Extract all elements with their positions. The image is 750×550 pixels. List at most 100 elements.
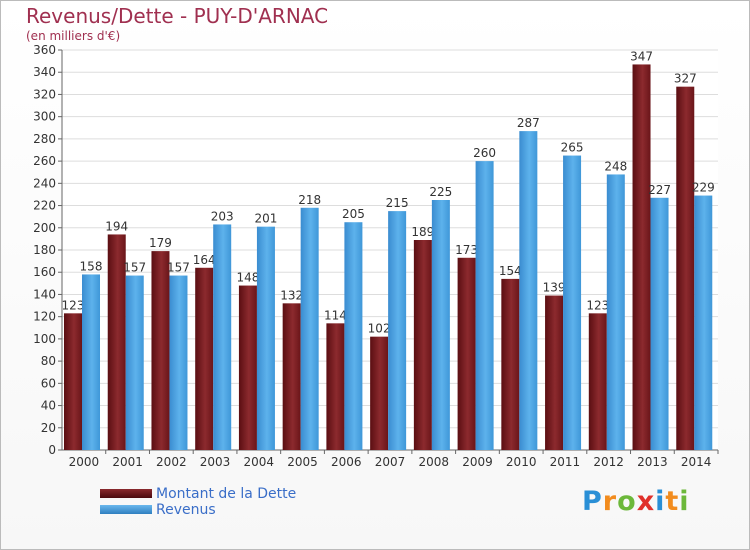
data-label-revenus: 205: [342, 207, 365, 221]
y-tick-label: 280: [33, 132, 56, 146]
y-tick-label: 40: [41, 399, 56, 413]
x-tick-label: 2014: [681, 455, 712, 469]
y-tick-label: 200: [33, 221, 56, 235]
data-label-revenus: 218: [298, 193, 321, 207]
bar-revenus: [256, 226, 275, 450]
bar-dette: [282, 303, 301, 450]
y-tick-label: 60: [41, 376, 56, 390]
y-tick-label: 160: [33, 265, 56, 279]
bar-dette: [107, 234, 126, 450]
y-tick-label: 240: [33, 176, 56, 190]
data-label-dette: 347: [630, 49, 653, 63]
data-label-revenus: 225: [429, 185, 452, 199]
bar-revenus: [388, 211, 407, 450]
bar-dette: [326, 323, 345, 450]
y-tick-label: 260: [33, 154, 56, 168]
legend-label-revenus: Revenus: [156, 502, 216, 518]
data-label-revenus: 157: [167, 261, 190, 275]
data-label-dette: 139: [543, 281, 566, 295]
bar-dette: [413, 240, 432, 450]
logo-letter: o: [617, 486, 637, 517]
logo-letter: x: [636, 486, 656, 517]
data-label-revenus: 157: [123, 261, 146, 275]
logo-letter: P: [582, 486, 603, 517]
logo-letter: i: [655, 486, 666, 517]
x-tick-label: 2004: [244, 455, 275, 469]
y-tick-label: 360: [33, 43, 56, 57]
data-label-dette: 189: [411, 225, 434, 239]
proxiti-logo: Proxiti: [582, 486, 690, 517]
x-tick-label: 2007: [375, 455, 406, 469]
bar-revenus: [213, 224, 232, 450]
legend-swatch-revenus: [100, 505, 152, 514]
data-label-dette: 327: [674, 72, 697, 86]
data-label-revenus: 203: [211, 209, 234, 223]
chart-subtitle: (en milliers d'€): [26, 29, 121, 43]
data-label-revenus: 265: [561, 141, 584, 155]
legend-label-dette: Montant de la Dette: [156, 486, 297, 502]
bar-dette: [588, 313, 607, 450]
bar-dette: [370, 336, 389, 450]
data-label-revenus: 260: [473, 146, 496, 160]
bar-revenus: [82, 274, 100, 450]
bar-revenus: [475, 161, 494, 450]
bar-revenus: [125, 275, 144, 450]
bar-chart: 0 20 40 60 80 100 120 140 160 180 200 220 240 260 280 3…: [33, 43, 719, 469]
legend-swatch-dette: [100, 489, 152, 498]
y-tick-label: 80: [41, 354, 56, 368]
x-tick-label: 2005: [287, 455, 318, 469]
data-label-dette: 123: [586, 298, 609, 312]
x-tick-label: 2013: [637, 455, 668, 469]
bar-dette: [238, 285, 257, 450]
bar-revenus: [694, 195, 713, 450]
bar-dette: [64, 313, 82, 450]
y-tick-label: 100: [33, 332, 56, 346]
data-label-dette: 194: [105, 219, 128, 233]
logo-letter: i: [679, 486, 690, 517]
data-label-revenus: 215: [386, 196, 409, 210]
data-label-dette: 132: [280, 288, 303, 302]
bar-revenus: [650, 197, 669, 450]
x-tick-label: 2001: [112, 455, 143, 469]
x-tick-label: 2012: [593, 455, 624, 469]
bar-dette: [632, 64, 651, 450]
bar-dette: [151, 251, 170, 450]
y-tick-label: 300: [33, 110, 56, 124]
bar-dette: [676, 86, 695, 451]
data-label-revenus: 227: [648, 183, 671, 197]
bar-dette: [501, 278, 520, 450]
x-tick-label: 2008: [418, 455, 449, 469]
y-tick-label: 20: [41, 421, 56, 435]
x-tick-label: 2000: [69, 455, 100, 469]
data-label-dette: 123: [62, 298, 85, 312]
bar-revenus: [519, 131, 538, 450]
y-tick-label: 320: [33, 87, 56, 101]
bar-revenus: [606, 174, 625, 450]
data-label-dette: 173: [455, 243, 478, 257]
y-tick-label: 0: [48, 443, 56, 457]
y-tick-label: 340: [33, 65, 56, 79]
data-label-dette: 154: [499, 264, 522, 278]
data-label-revenus: 287: [517, 116, 540, 130]
y-tick-label: 140: [33, 287, 56, 301]
bar-dette: [195, 267, 214, 450]
bar-dette: [457, 257, 476, 450]
data-label-dette: 179: [149, 236, 172, 250]
data-label-revenus: 229: [692, 181, 715, 195]
data-label-revenus: 201: [254, 212, 277, 226]
bar-revenus: [431, 200, 450, 450]
y-tick-label: 220: [33, 199, 56, 213]
y-tick-label: 120: [33, 310, 56, 324]
x-tick-label: 2002: [156, 455, 187, 469]
x-tick-label: 2011: [550, 455, 581, 469]
bar-revenus: [169, 275, 188, 450]
data-label-revenus: 248: [604, 159, 627, 173]
logo-letter: r: [602, 486, 618, 517]
x-tick-label: 2003: [200, 455, 231, 469]
chart-title: Revenus/Dette - PUY-D'ARNAC: [26, 4, 329, 28]
bar-revenus: [344, 222, 363, 450]
data-label-dette: 148: [236, 271, 259, 285]
bar-dette: [545, 295, 564, 450]
bar-revenus: [300, 207, 319, 450]
data-label-dette: 114: [324, 308, 347, 322]
